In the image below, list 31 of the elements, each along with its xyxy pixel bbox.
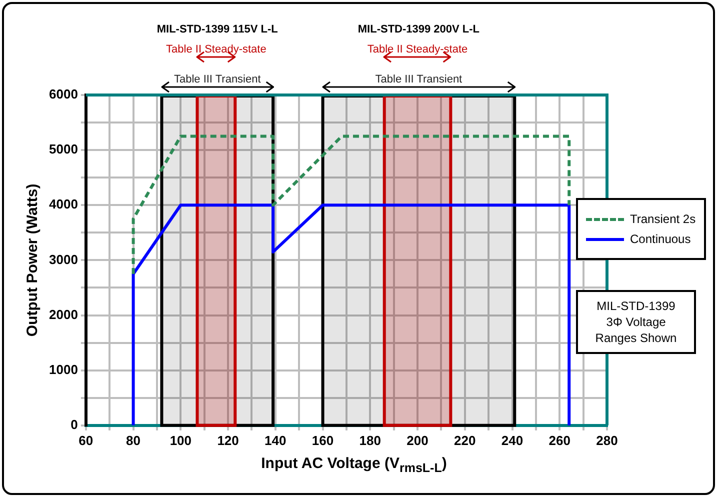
y-axis-title: Output Power (Watts) — [24, 184, 42, 337]
text: MIL-STD-1399 200V L-L — [358, 24, 480, 36]
x-tick-label: 280 — [596, 432, 618, 448]
x-tick-label: 240 — [501, 432, 524, 448]
x-tick-label: 260 — [548, 432, 570, 448]
text: MIL-STD-1399 115V L-L — [156, 24, 278, 36]
band-label: Table II Steady-state — [367, 44, 468, 56]
x-tick-label: 80 — [126, 432, 141, 448]
x-tick-label: 220 — [454, 432, 476, 448]
y-tick-label: 4000 — [49, 196, 78, 212]
x-tick-label: 140 — [264, 432, 286, 448]
x-tick-label: 100 — [170, 432, 192, 448]
legend-label: Table III Transient — [174, 74, 261, 86]
y-tick-label: 1000 — [49, 362, 78, 377]
y-tick-label: 6000 — [49, 86, 78, 102]
y-tick-label: 5000 — [49, 142, 78, 157]
x-tick-label: 180 — [359, 432, 381, 448]
x-axis-title: Input AC Voltage (V$_{rmsL-L}$) — [260, 455, 448, 475]
x-tick-label: 200 — [406, 432, 428, 448]
x-tick-label: 60 — [78, 432, 94, 448]
note-box: MIL-STD-1399 3Φ Voltage Ranges Shown — [576, 290, 696, 354]
x-tick-label: 120 — [217, 432, 239, 448]
y-tick-label: 3000 — [49, 252, 78, 267]
legend-label: Continuous — [630, 232, 691, 246]
y-tick-label: 0 — [70, 416, 78, 432]
y-tick-label: 2000 — [49, 306, 78, 322]
x-tick-label: 160 — [312, 432, 334, 448]
legend-label: Transient 2s — [630, 212, 696, 226]
band-label: Table II Steady-state — [166, 44, 266, 56]
band-label: Table III Transient — [375, 74, 462, 86]
line-series — [132, 134, 571, 276]
